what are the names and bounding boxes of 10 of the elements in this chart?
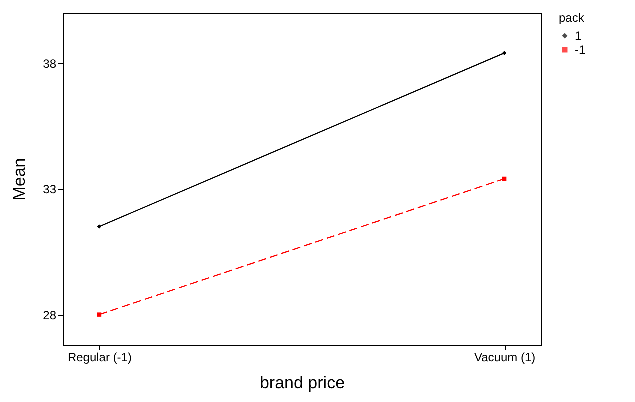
y-tick-label: 33 — [43, 182, 57, 197]
y-axis-title: Mean — [10, 158, 30, 201]
x-axis-title: brand price — [260, 374, 346, 392]
y-tick-label: 38 — [43, 56, 57, 71]
y-tick-label: 28 — [43, 308, 57, 322]
x-tick-label: Vacuum (1) — [474, 350, 536, 364]
x-tick-label: Regular (-1) — [68, 350, 132, 364]
legend-title: pack — [559, 11, 586, 25]
legend-label: -1 — [575, 43, 586, 57]
legend-label: 1 — [575, 29, 582, 43]
